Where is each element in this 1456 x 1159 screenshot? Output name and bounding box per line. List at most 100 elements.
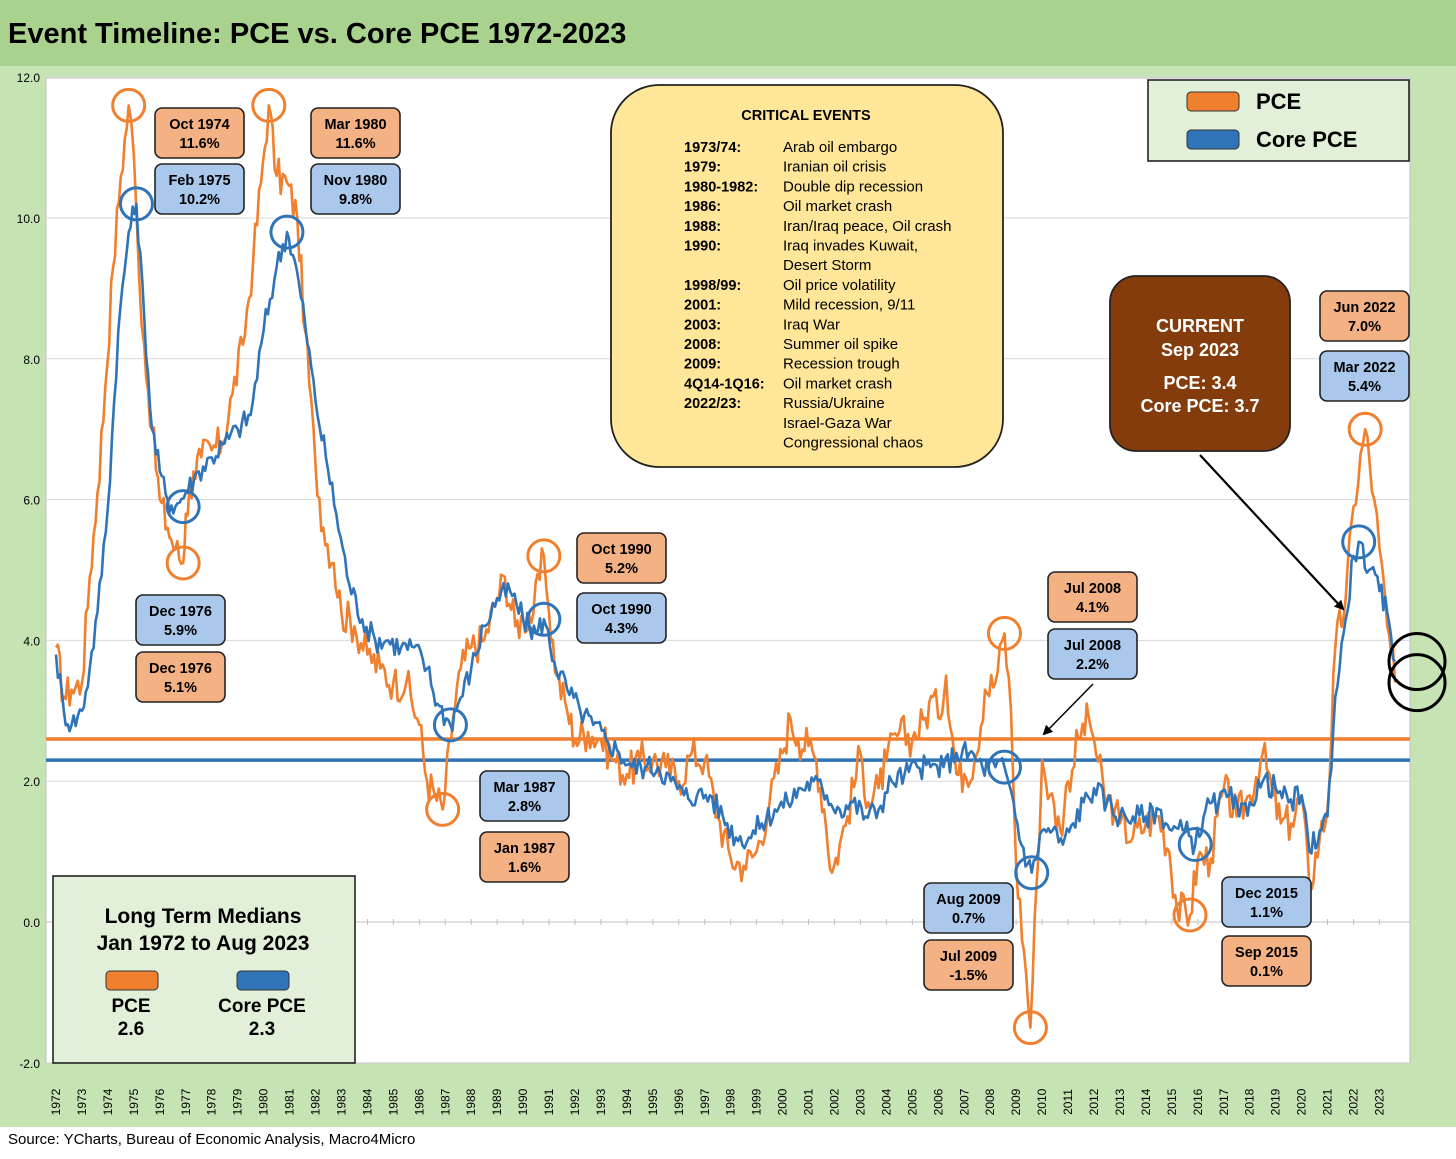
annotation-date: Jul 2009 (940, 949, 997, 965)
x-tick-label: 2002 (828, 1088, 842, 1115)
x-tick-label: 2018 (1243, 1088, 1257, 1115)
annotation-date: Dec 1976 (149, 661, 212, 677)
annotation-value: -1.5% (950, 968, 988, 984)
x-tick-label: 2006 (931, 1088, 945, 1115)
annotation-box (923, 882, 1014, 934)
x-tick-label: 1989 (490, 1088, 504, 1115)
annotation-date: Dec 1976 (149, 604, 212, 620)
x-tick-label: 1994 (620, 1088, 634, 1115)
legend: PCE Core PCE (1147, 79, 1410, 162)
x-tick-label: 1999 (750, 1088, 764, 1115)
event-year: 2008: (684, 337, 721, 353)
annotation-value: 2.8% (508, 799, 541, 815)
annotation-box (1221, 876, 1312, 928)
event-text: Recession trough (783, 356, 900, 373)
event-year: 1973/74: (684, 140, 741, 156)
x-tick-label: 2015 (1165, 1088, 1179, 1115)
current-date: Sep 2023 (1161, 340, 1239, 360)
highlight-circle (986, 615, 1022, 651)
event-year: 2001: (684, 298, 721, 314)
annotation-value: 10.2% (179, 192, 220, 208)
highlight-circle (251, 87, 287, 123)
x-tick-label: 2014 (1139, 1088, 1153, 1115)
annotation-label: Dec 1976 5.1% (135, 651, 226, 703)
annotation-box (154, 107, 245, 159)
current-circle (1387, 653, 1447, 713)
title-bar: Event Timeline: PCE vs. Core PCE 1972-20… (0, 0, 1456, 66)
legend-swatch-pce (1186, 91, 1240, 112)
annotation-box (135, 594, 226, 646)
chart-svg: 12.0 10.0 8.0 6.0 4.0 2.0 0.0 -2.0 1972 1973 1974 1… (0, 66, 1456, 1127)
y-tick-label: 8.0 (23, 353, 40, 367)
event-year: 1998/99: (684, 278, 741, 294)
highlight-circle (1014, 855, 1050, 891)
x-tick-label: 1982 (309, 1088, 323, 1115)
event-text: Iranian oil crisis (783, 159, 886, 176)
event-text: Russia/Ukraine (783, 395, 885, 412)
annotation-date: Oct 1990 (591, 542, 651, 558)
x-tick-label: 1991 (542, 1088, 556, 1115)
x-tick-label: 1973 (75, 1088, 89, 1115)
chart-title: Event Timeline: PCE vs. Core PCE 1972-20… (8, 18, 627, 50)
critical-events-title: CRITICAL EVENTS (741, 108, 871, 124)
annotation-value: 2.2% (1076, 657, 1109, 673)
annotation-label: Jan 1987 1.6% (479, 831, 570, 883)
annotation-date: Mar 1980 (324, 117, 386, 133)
annotation-label: Nov 1980 9.8% (310, 163, 401, 215)
annotation-label: Aug 2009 0.7% (923, 882, 1014, 934)
highlight-circle (526, 538, 562, 574)
x-tick-label: 1997 (698, 1088, 712, 1115)
highlight-circle (425, 791, 461, 827)
x-tick-label: 1992 (568, 1088, 582, 1115)
x-tick-label: 2013 (1113, 1088, 1127, 1115)
medians-box: Long Term Medians Jan 1972 to Aug 2023 PCE… (52, 875, 356, 1064)
y-tick-label: 6.0 (23, 494, 40, 508)
annotation-value: 9.8% (339, 192, 372, 208)
event-text: Oil price volatility (783, 277, 896, 294)
annotation-box (1047, 571, 1138, 623)
annotation-value: 7.0% (1348, 319, 1381, 335)
annotation-value: 4.3% (605, 621, 638, 637)
current-label: CURRENT (1156, 316, 1244, 336)
event-text: Israel-Gaza War (783, 415, 892, 432)
x-tick-label: 2012 (1087, 1088, 1101, 1115)
highlight-circle (118, 186, 154, 222)
x-tick-label: 2011 (1061, 1089, 1075, 1115)
x-tick-label: 1986 (412, 1088, 426, 1115)
x-tick-label: 2004 (879, 1088, 893, 1115)
legend-label-core-pce: Core PCE (1256, 127, 1357, 152)
medians-core-value: 2.3 (249, 1019, 275, 1040)
highlight-circle (1177, 827, 1213, 863)
x-tick-label: 2022 (1347, 1088, 1361, 1115)
event-text: Iraq War (783, 316, 840, 333)
y-tick-label: 12.0 (17, 71, 41, 85)
x-tick-label: 2005 (905, 1088, 919, 1115)
event-text: Iran/Iraq peace, Oil crash (783, 218, 951, 235)
event-text: Double dip recession (783, 178, 923, 195)
x-tick-label: 2017 (1217, 1088, 1231, 1115)
annotation-box (310, 163, 401, 215)
annotation-date: Nov 1980 (324, 173, 388, 189)
highlight-circle (1012, 1010, 1048, 1046)
highlight-circle (1347, 411, 1383, 447)
event-year: 1986: (684, 199, 721, 215)
legend-swatch-core-pce (1186, 129, 1240, 150)
x-tick-label: 1995 (646, 1088, 660, 1115)
x-tick-label: 1976 (153, 1088, 167, 1115)
medians-core-label: Core PCE (218, 996, 306, 1017)
y-tick-label: 2.0 (23, 775, 40, 789)
annotation-box (479, 831, 570, 883)
annotation-value: 11.6% (179, 136, 219, 152)
annotation-date: Mar 1987 (493, 780, 555, 796)
x-tick-label: 1983 (334, 1088, 348, 1115)
annotation-box (576, 592, 667, 644)
highlight-circle (1172, 897, 1208, 933)
current-circle (1387, 632, 1447, 692)
x-tick-label: 2008 (983, 1088, 997, 1115)
annotation-value: 0.1% (1250, 964, 1283, 980)
annotation-date: Oct 1974 (169, 117, 229, 133)
annotation-label: Oct 1990 4.3% (576, 592, 667, 644)
x-tick-label: 1984 (360, 1088, 374, 1115)
x-tick-label: 1979 (231, 1088, 245, 1115)
